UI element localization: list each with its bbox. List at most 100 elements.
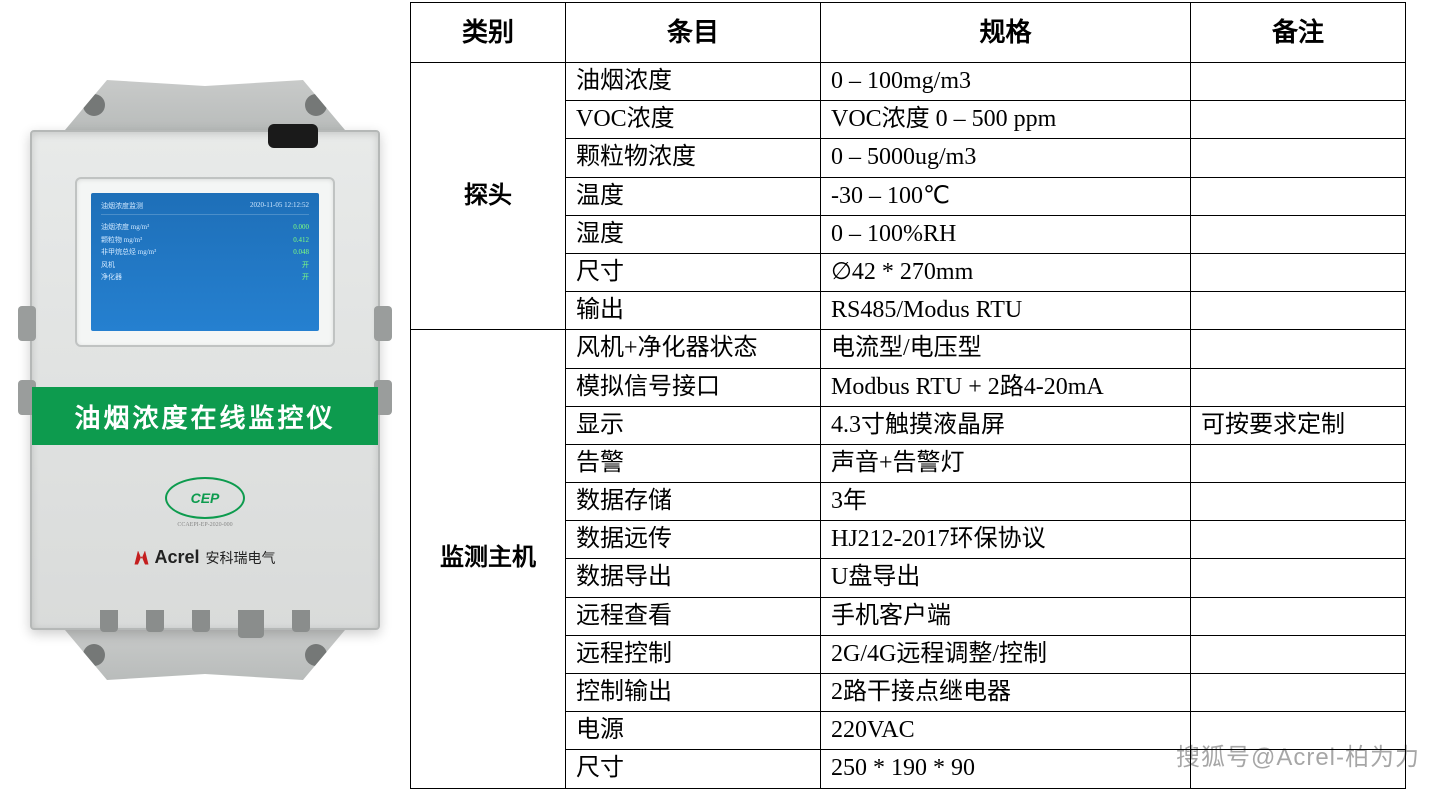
- td-item: 尺寸: [566, 253, 821, 291]
- port-icon: [146, 610, 164, 632]
- device-box: 油烟浓度监测 2020-11-05 12:12:52 油烟浓度 mg/m³0.0…: [25, 115, 385, 645]
- device-illustration: 油烟浓度监测 2020-11-05 12:12:52 油烟浓度 mg/m³0.0…: [0, 0, 410, 760]
- td-spec: 0 – 100mg/m3: [821, 63, 1191, 101]
- td-spec: 电流型/电压型: [821, 330, 1191, 368]
- port-icon: [292, 610, 310, 632]
- mount-hole-icon: [305, 94, 327, 116]
- td-note: [1191, 674, 1406, 712]
- mount-hole-icon: [83, 94, 105, 116]
- td-item: 尺寸: [566, 750, 821, 788]
- brand-block: Acrel 安科瑞电气: [134, 547, 275, 568]
- th-note: 备注: [1191, 3, 1406, 63]
- screen-row: 非甲烷总烃 mg/m³0.048: [101, 246, 309, 259]
- side-port-icon: [374, 306, 392, 341]
- screen-row: 颗粒物 mg/m³0.412: [101, 234, 309, 247]
- td-item: VOC浓度: [566, 101, 821, 139]
- td-item: 远程控制: [566, 635, 821, 673]
- td-spec: 2G/4G远程调整/控制: [821, 635, 1191, 673]
- th-category: 类别: [411, 3, 566, 63]
- acrel-logo-icon: [134, 551, 148, 565]
- td-item: 电源: [566, 712, 821, 750]
- screen-row: 净化器开: [101, 271, 309, 284]
- td-note: [1191, 483, 1406, 521]
- brand-en: Acrel: [154, 547, 199, 568]
- td-note: [1191, 292, 1406, 330]
- td-category: 探头: [411, 63, 566, 330]
- td-spec: HJ212-2017环保协议: [821, 521, 1191, 559]
- td-item: 风机+净化器状态: [566, 330, 821, 368]
- td-spec: 4.3寸触摸液晶屏: [821, 406, 1191, 444]
- td-item: 数据远传: [566, 521, 821, 559]
- td-note: [1191, 597, 1406, 635]
- td-spec: 0 – 100%RH: [821, 215, 1191, 253]
- td-item: 油烟浓度: [566, 63, 821, 101]
- td-category: 监测主机: [411, 330, 566, 788]
- td-item: 颗粒物浓度: [566, 139, 821, 177]
- mount-bracket-top: [65, 80, 345, 130]
- td-spec: 2路干接点继电器: [821, 674, 1191, 712]
- td-spec: U盘导出: [821, 559, 1191, 597]
- port-icon: [100, 610, 118, 632]
- td-note: [1191, 368, 1406, 406]
- screen-row: 油烟浓度 mg/m³0.000: [101, 221, 309, 234]
- td-note: [1191, 559, 1406, 597]
- td-spec: 0 – 5000ug/m3: [821, 139, 1191, 177]
- screen-frame: 油烟浓度监测 2020-11-05 12:12:52 油烟浓度 mg/m³0.0…: [75, 177, 335, 347]
- td-spec: 220VAC: [821, 712, 1191, 750]
- cep-subtext: CCAEPI-EP-2020-000: [177, 522, 232, 528]
- spec-table: 类别 条目 规格 备注 探头油烟浓度0 – 100mg/m3VOC浓度VOC浓度…: [410, 2, 1406, 789]
- td-spec: -30 – 100℃: [821, 177, 1191, 215]
- td-note: [1191, 63, 1406, 101]
- page-container: 油烟浓度监测 2020-11-05 12:12:52 油烟浓度 mg/m³0.0…: [0, 0, 1430, 789]
- td-item: 输出: [566, 292, 821, 330]
- th-item: 条目: [566, 3, 821, 63]
- td-item: 湿度: [566, 215, 821, 253]
- td-item: 数据存储: [566, 483, 821, 521]
- td-item: 告警: [566, 444, 821, 482]
- td-spec: Modbus RTU + 2路4-20mA: [821, 368, 1191, 406]
- td-item: 远程查看: [566, 597, 821, 635]
- td-spec: ∅42 * 270mm: [821, 253, 1191, 291]
- td-spec: 250 * 190 * 90: [821, 750, 1191, 788]
- screen-header: 油烟浓度监测 2020-11-05 12:12:52: [101, 201, 309, 215]
- cep-logo-icon: CEP: [165, 477, 245, 519]
- td-note: [1191, 139, 1406, 177]
- td-note: [1191, 177, 1406, 215]
- td-item: 温度: [566, 177, 821, 215]
- port-icon: [238, 610, 264, 638]
- screen-datetime: 2020-11-05 12:12:52: [250, 201, 309, 211]
- td-item: 控制输出: [566, 674, 821, 712]
- table-row: 监测主机风机+净化器状态电流型/电压型: [411, 330, 1406, 368]
- td-note: [1191, 521, 1406, 559]
- device-label-strip: 油烟浓度在线监控仪: [32, 387, 378, 445]
- brand-cn: 安科瑞电气: [206, 548, 276, 568]
- td-item: 显示: [566, 406, 821, 444]
- td-note: 可按要求定制: [1191, 406, 1406, 444]
- td-spec: 声音+告警灯: [821, 444, 1191, 482]
- td-spec: 3年: [821, 483, 1191, 521]
- td-note: [1191, 444, 1406, 482]
- watermark-text: 搜狐号@Acrel-柏为力: [1176, 737, 1420, 772]
- td-note: [1191, 635, 1406, 673]
- td-note: [1191, 215, 1406, 253]
- td-note: [1191, 253, 1406, 291]
- port-icon: [192, 610, 210, 632]
- mount-hole-icon: [305, 644, 327, 666]
- mount-hole-icon: [83, 644, 105, 666]
- td-spec: 手机客户端: [821, 597, 1191, 635]
- device-screen: 油烟浓度监测 2020-11-05 12:12:52 油烟浓度 mg/m³0.0…: [91, 193, 319, 331]
- td-item: 模拟信号接口: [566, 368, 821, 406]
- th-spec: 规格: [821, 3, 1191, 63]
- table-row: 探头油烟浓度0 – 100mg/m3: [411, 63, 1406, 101]
- antenna-icon: [268, 124, 318, 148]
- td-spec: RS485/Modus RTU: [821, 292, 1191, 330]
- side-port-icon: [18, 306, 36, 341]
- bottom-ports: [100, 610, 310, 638]
- td-item: 数据导出: [566, 559, 821, 597]
- device-body: 油烟浓度监测 2020-11-05 12:12:52 油烟浓度 mg/m³0.0…: [30, 130, 380, 630]
- screen-title: 油烟浓度监测: [101, 201, 143, 211]
- screen-row: 风机开: [101, 259, 309, 272]
- td-note: [1191, 101, 1406, 139]
- td-spec: VOC浓度 0 – 500 ppm: [821, 101, 1191, 139]
- table-header-row: 类别 条目 规格 备注: [411, 3, 1406, 63]
